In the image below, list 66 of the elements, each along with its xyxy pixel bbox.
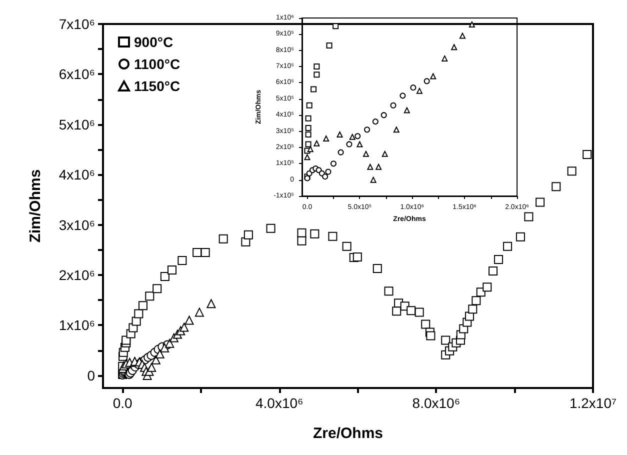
point (372, 118, 378, 125)
point (314, 140, 320, 146)
point (305, 125, 312, 132)
y-tick-label: 0 (87, 367, 96, 384)
point (325, 168, 332, 175)
point (206, 299, 216, 308)
point (314, 72, 320, 78)
x-tick-label: 1.2x10⁷ (569, 395, 617, 411)
x-tick-label: 0.0 (112, 395, 133, 411)
point (370, 176, 376, 183)
point (382, 150, 388, 157)
legend-label: 1150°C (134, 78, 180, 94)
point (346, 141, 352, 148)
point (307, 146, 314, 152)
point (194, 308, 204, 317)
y-tick-label: 3x10⁶ (58, 216, 95, 233)
point (367, 164, 374, 170)
point (404, 107, 410, 114)
point (410, 84, 416, 91)
point (305, 132, 312, 138)
point (442, 55, 448, 62)
y-axis-title: Zim/Ohms (27, 169, 44, 243)
y-tick-label: 1x10⁶ (58, 317, 95, 334)
point (151, 355, 160, 364)
point (165, 338, 174, 348)
point (354, 133, 361, 140)
point (416, 88, 422, 94)
y-tick-label: 4x10⁶ (58, 166, 95, 183)
point (147, 362, 156, 372)
point (460, 32, 466, 39)
y-tick-label: 5x10⁶ (58, 116, 95, 132)
point (380, 112, 387, 118)
point (160, 343, 170, 352)
point (393, 126, 400, 133)
point (305, 141, 312, 148)
point (314, 64, 320, 70)
point (180, 322, 189, 332)
point (362, 150, 369, 157)
legend-label: 900°C (134, 34, 174, 50)
y-tick-label: 2x10⁶ (58, 267, 95, 284)
point (364, 126, 370, 133)
point (376, 164, 382, 170)
point (468, 21, 475, 28)
point (322, 174, 328, 180)
point (451, 44, 458, 50)
point (430, 73, 436, 80)
point (326, 42, 332, 49)
point (184, 316, 194, 325)
x-axis-title: Zre/Ohms (312, 425, 384, 442)
point (305, 115, 312, 122)
legend-label: 1100°C (134, 56, 180, 72)
point (304, 154, 310, 160)
y-tick-label: 6x10⁶ (58, 66, 95, 82)
y-tick-label: 7x10⁶ (58, 16, 95, 32)
point (310, 86, 317, 92)
point (155, 349, 164, 358)
point (356, 141, 363, 148)
point (349, 134, 356, 140)
point (400, 92, 406, 99)
x-tick-label: 8.0x10⁶ (412, 395, 460, 411)
point (338, 149, 344, 156)
x-tick-label: 4.0x10⁶ (256, 395, 304, 411)
point (424, 78, 430, 84)
point (330, 160, 336, 167)
point (306, 102, 312, 108)
point (390, 102, 396, 108)
